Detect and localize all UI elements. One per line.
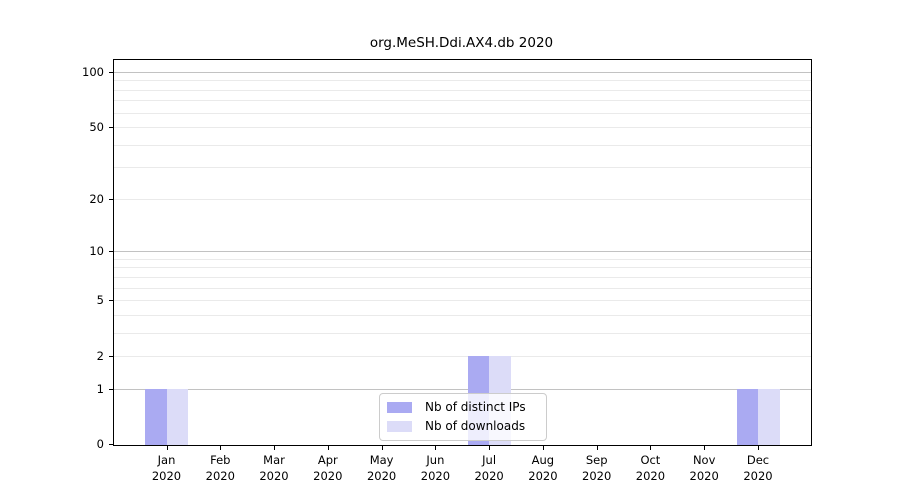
legend-label-distinct-ips: Nb of distinct IPs [425, 400, 526, 414]
x-tick-label: Oct 2020 [635, 453, 666, 483]
x-tick-label: Jun 2020 [420, 453, 451, 483]
x-tick-label: Aug 2020 [528, 453, 558, 483]
x-tick-mark [704, 445, 706, 450]
x-tick-mark [220, 445, 222, 450]
minor-gridline [114, 198, 811, 200]
y-tick-label: 2 [96, 349, 104, 364]
legend-swatch-distinct-ips [387, 402, 412, 413]
minor-gridline [114, 100, 811, 102]
minor-gridline [114, 144, 811, 146]
minor-gridline [114, 167, 811, 169]
major-gridline [114, 388, 811, 390]
x-tick-mark [166, 445, 168, 450]
minor-gridline [114, 258, 811, 260]
y-tick-label: 0 [96, 437, 104, 451]
x-tick-label: Jul 2020 [474, 453, 504, 483]
y-tick-label: 100 [82, 64, 104, 79]
bar-downloads [758, 388, 780, 445]
x-tick-mark [542, 445, 544, 450]
x-tick-label: Jan 2020 [151, 453, 182, 483]
legend-swatch-downloads [387, 421, 412, 432]
x-tick-mark [327, 445, 329, 450]
x-tick-label: Dec 2020 [743, 453, 773, 483]
minor-gridline [114, 267, 811, 269]
x-tick-label: May 2020 [366, 453, 397, 483]
minor-gridline [114, 300, 811, 302]
minor-gridline [114, 127, 811, 129]
legend: Nb of distinct IPs Nb of downloads [379, 393, 547, 441]
x-tick-label: Feb 2020 [205, 453, 235, 483]
minor-gridline [114, 276, 811, 278]
minor-gridline [114, 80, 811, 82]
y-tick-label: 5 [96, 293, 104, 308]
minor-gridline [114, 314, 811, 316]
gridlines-layer [114, 60, 811, 445]
y-tick-mark [109, 71, 114, 73]
major-gridline [114, 71, 811, 73]
x-tick-mark [758, 445, 759, 450]
y-tick-mark [109, 300, 114, 302]
x-tick-mark [650, 445, 652, 450]
bar-downloads [166, 388, 188, 445]
x-tick-mark [596, 445, 598, 450]
minor-gridline [114, 112, 811, 114]
y-tick-label: 50 [89, 120, 104, 135]
chart-title: org.MeSH.Ddi.AX4.db 2020 [369, 35, 554, 51]
y-tick-mark [109, 444, 114, 445]
plot-area: 0 1 2 5 10 20 50 100 Jan 2020 Feb 2020 Mar 2020 Apr 202… [82, 59, 812, 483]
y-tick-mark [109, 198, 114, 200]
x-tick-mark [274, 445, 275, 450]
legend-label-downloads: Nb of downloads [425, 419, 526, 433]
minor-gridline [114, 332, 811, 334]
axis-ticks-layer: 0 1 2 5 10 20 50 100 Jan 2020 Feb 2020 Mar 2020 Apr 202… [82, 60, 811, 483]
bar-distinct-ips [736, 388, 758, 445]
x-tick-mark [489, 445, 491, 450]
bar-distinct-ips [145, 388, 167, 445]
y-tick-label: 10 [89, 244, 104, 259]
x-tick-label: Mar 2020 [259, 453, 289, 483]
legend-item-downloads: Nb of downloads [387, 420, 538, 433]
minor-gridline [114, 287, 811, 289]
y-tick-mark [109, 356, 114, 358]
x-tick-mark [435, 445, 437, 450]
legend-item-distinct-ips: Nb of distinct IPs [387, 401, 538, 414]
x-tick-mark [381, 445, 383, 450]
x-tick-label: Apr 2020 [313, 453, 343, 483]
major-gridline [114, 251, 811, 253]
minor-gridline [114, 89, 811, 91]
y-tick-label: 20 [89, 191, 104, 206]
y-tick-mark [109, 251, 114, 253]
y-tick-label: 1 [96, 381, 104, 396]
x-tick-label: Sep 2020 [582, 453, 612, 483]
y-tick-mark [109, 127, 114, 129]
y-tick-mark [109, 388, 114, 390]
x-tick-label: Nov 2020 [689, 453, 719, 483]
minor-gridline [114, 356, 811, 358]
